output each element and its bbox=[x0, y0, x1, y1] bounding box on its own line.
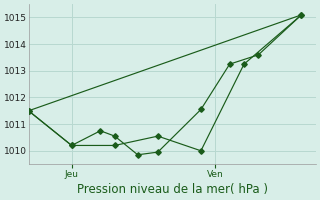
X-axis label: Pression niveau de la mer( hPa ): Pression niveau de la mer( hPa ) bbox=[77, 183, 268, 196]
